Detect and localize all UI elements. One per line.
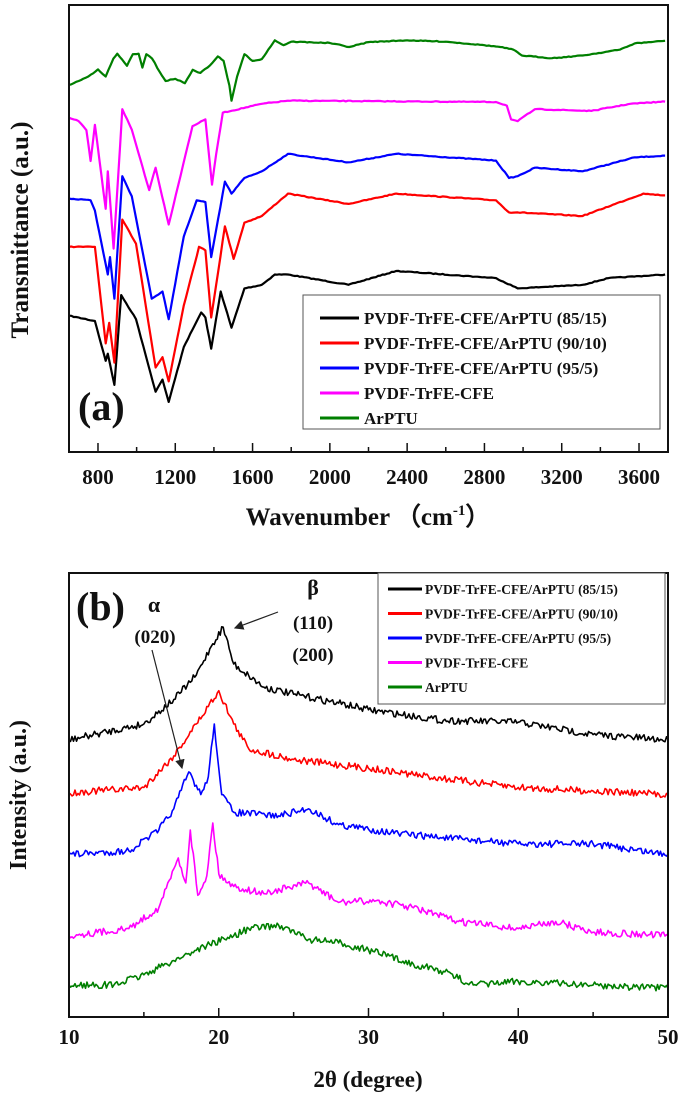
legend-item: PVDF-TrFE-CFE/ArPTU (85/15): [388, 582, 618, 597]
ftir-panel: 800 1200 1600 2000 2400 2800 3200 3600 PVDF-TrF…: [7, 4, 669, 531]
legend-label: PVDF-TrFE-CFE/ArPTU (90/10): [364, 334, 607, 353]
ftir-x-axis-label-exponent: -1: [453, 503, 466, 519]
ftir-y-axis-label: Transmittance (a.u.): [7, 122, 34, 339]
xrd-y-axis-label: Intensity (a.u.): [6, 720, 32, 870]
legend-label: PVDF-TrFE-CFE/ArPTU (95/5): [364, 359, 598, 378]
x-tick-label: 3600: [618, 465, 660, 489]
series-line-0: [68, 626, 669, 743]
x-tick-label: 50: [658, 1025, 679, 1049]
alpha-plane-label: (020): [134, 627, 175, 648]
alpha-label: α: [148, 592, 161, 617]
x-tick-label: 800: [82, 465, 114, 489]
series-line-2: [68, 152, 666, 321]
x-tick-label: 10: [59, 1025, 80, 1049]
series-line-1: [68, 689, 669, 799]
x-tick-label: 20: [208, 1025, 229, 1049]
legend-label: PVDF-TrFE-CFE/ArPTU (85/15): [425, 582, 618, 597]
legend-item: PVDF-TrFE-CFE: [320, 384, 494, 403]
series-line-1: [68, 192, 666, 383]
x-tick-label: 1600: [232, 465, 274, 489]
series-line-0: [68, 269, 666, 403]
legend-label: PVDF-TrFE-CFE/ArPTU (85/15): [364, 309, 607, 328]
beta-label: β: [307, 575, 319, 600]
legend-item: PVDF-TrFE-CFE: [388, 655, 528, 670]
x-tick-label: 30: [358, 1025, 379, 1049]
series-line-3: [68, 822, 669, 939]
xrd-legend: PVDF-TrFE-CFE/ArPTU (85/15) PVDF-TrFE-CFE…: [377, 572, 666, 705]
beta-arrow: [233, 611, 279, 630]
xrd-x-ticks: 10 20 30 40 50: [59, 1008, 679, 1049]
series-line-4: [68, 39, 666, 102]
legend-item: PVDF-TrFE-CFE/ArPTU (85/15): [320, 309, 607, 328]
ftir-x-axis-label: Wavenumber （cm-1）: [246, 502, 491, 531]
legend-item: PVDF-TrFE-CFE/ArPTU (90/10): [320, 334, 607, 353]
ftir-legend: PVDF-TrFE-CFE/ArPTU (85/15) PVDF-TrFE-CFE…: [302, 294, 661, 430]
legend-label: PVDF-TrFE-CFE: [364, 384, 494, 403]
legend-item: ArPTU: [388, 680, 468, 695]
ftir-curves: [68, 39, 666, 403]
x-tick-label: 2400: [386, 465, 428, 489]
legend-item: PVDF-TrFE-CFE/ArPTU (90/10): [388, 606, 618, 621]
ftir-x-axis-label-main: Wavenumber （cm: [246, 502, 453, 531]
series-line-2: [68, 723, 669, 858]
xrd-panel: 10 20 30 40 50 PVDF-TrFE-CFE/ArPTU (85/15)PV…: [6, 572, 679, 1092]
legend-label: ArPTU: [364, 409, 418, 428]
x-tick-label: 1200: [154, 465, 196, 489]
series-line-4: [68, 922, 669, 992]
alpha-arrow: [151, 649, 185, 770]
ftir-x-ticks: 800 1200 1600 2000 2400 2800 3200 3600: [82, 443, 660, 489]
ftir-panel-label: (a): [78, 384, 125, 429]
beta-plane-label-200: (200): [292, 645, 333, 666]
xrd-curves: [68, 626, 669, 992]
legend-label: PVDF-TrFE-CFE/ArPTU (90/10): [425, 606, 618, 621]
legend-item: PVDF-TrFE-CFE/ArPTU (95/5): [388, 631, 611, 646]
x-tick-label: 2800: [463, 465, 505, 489]
series-line-3: [68, 99, 666, 250]
beta-plane-label-110: (110): [293, 613, 333, 634]
xrd-x-axis-label: 2θ (degree): [313, 1067, 422, 1092]
legend-label: ArPTU: [425, 680, 468, 695]
x-tick-label: 2000: [309, 465, 351, 489]
ftir-x-axis-label-end: ）: [465, 502, 490, 531]
legend-item: ArPTU: [320, 409, 418, 428]
xrd-legend-box: [377, 572, 666, 705]
x-tick-label: 40: [508, 1025, 529, 1049]
xrd-panel-label: (b): [76, 584, 125, 629]
legend-item: PVDF-TrFE-CFE/ArPTU (95/5): [320, 359, 598, 378]
ftir-legend-box: [302, 294, 661, 430]
legend-label: PVDF-TrFE-CFE: [425, 655, 528, 670]
legend-label: PVDF-TrFE-CFE/ArPTU (95/5): [425, 631, 611, 646]
x-tick-label: 3200: [541, 465, 583, 489]
